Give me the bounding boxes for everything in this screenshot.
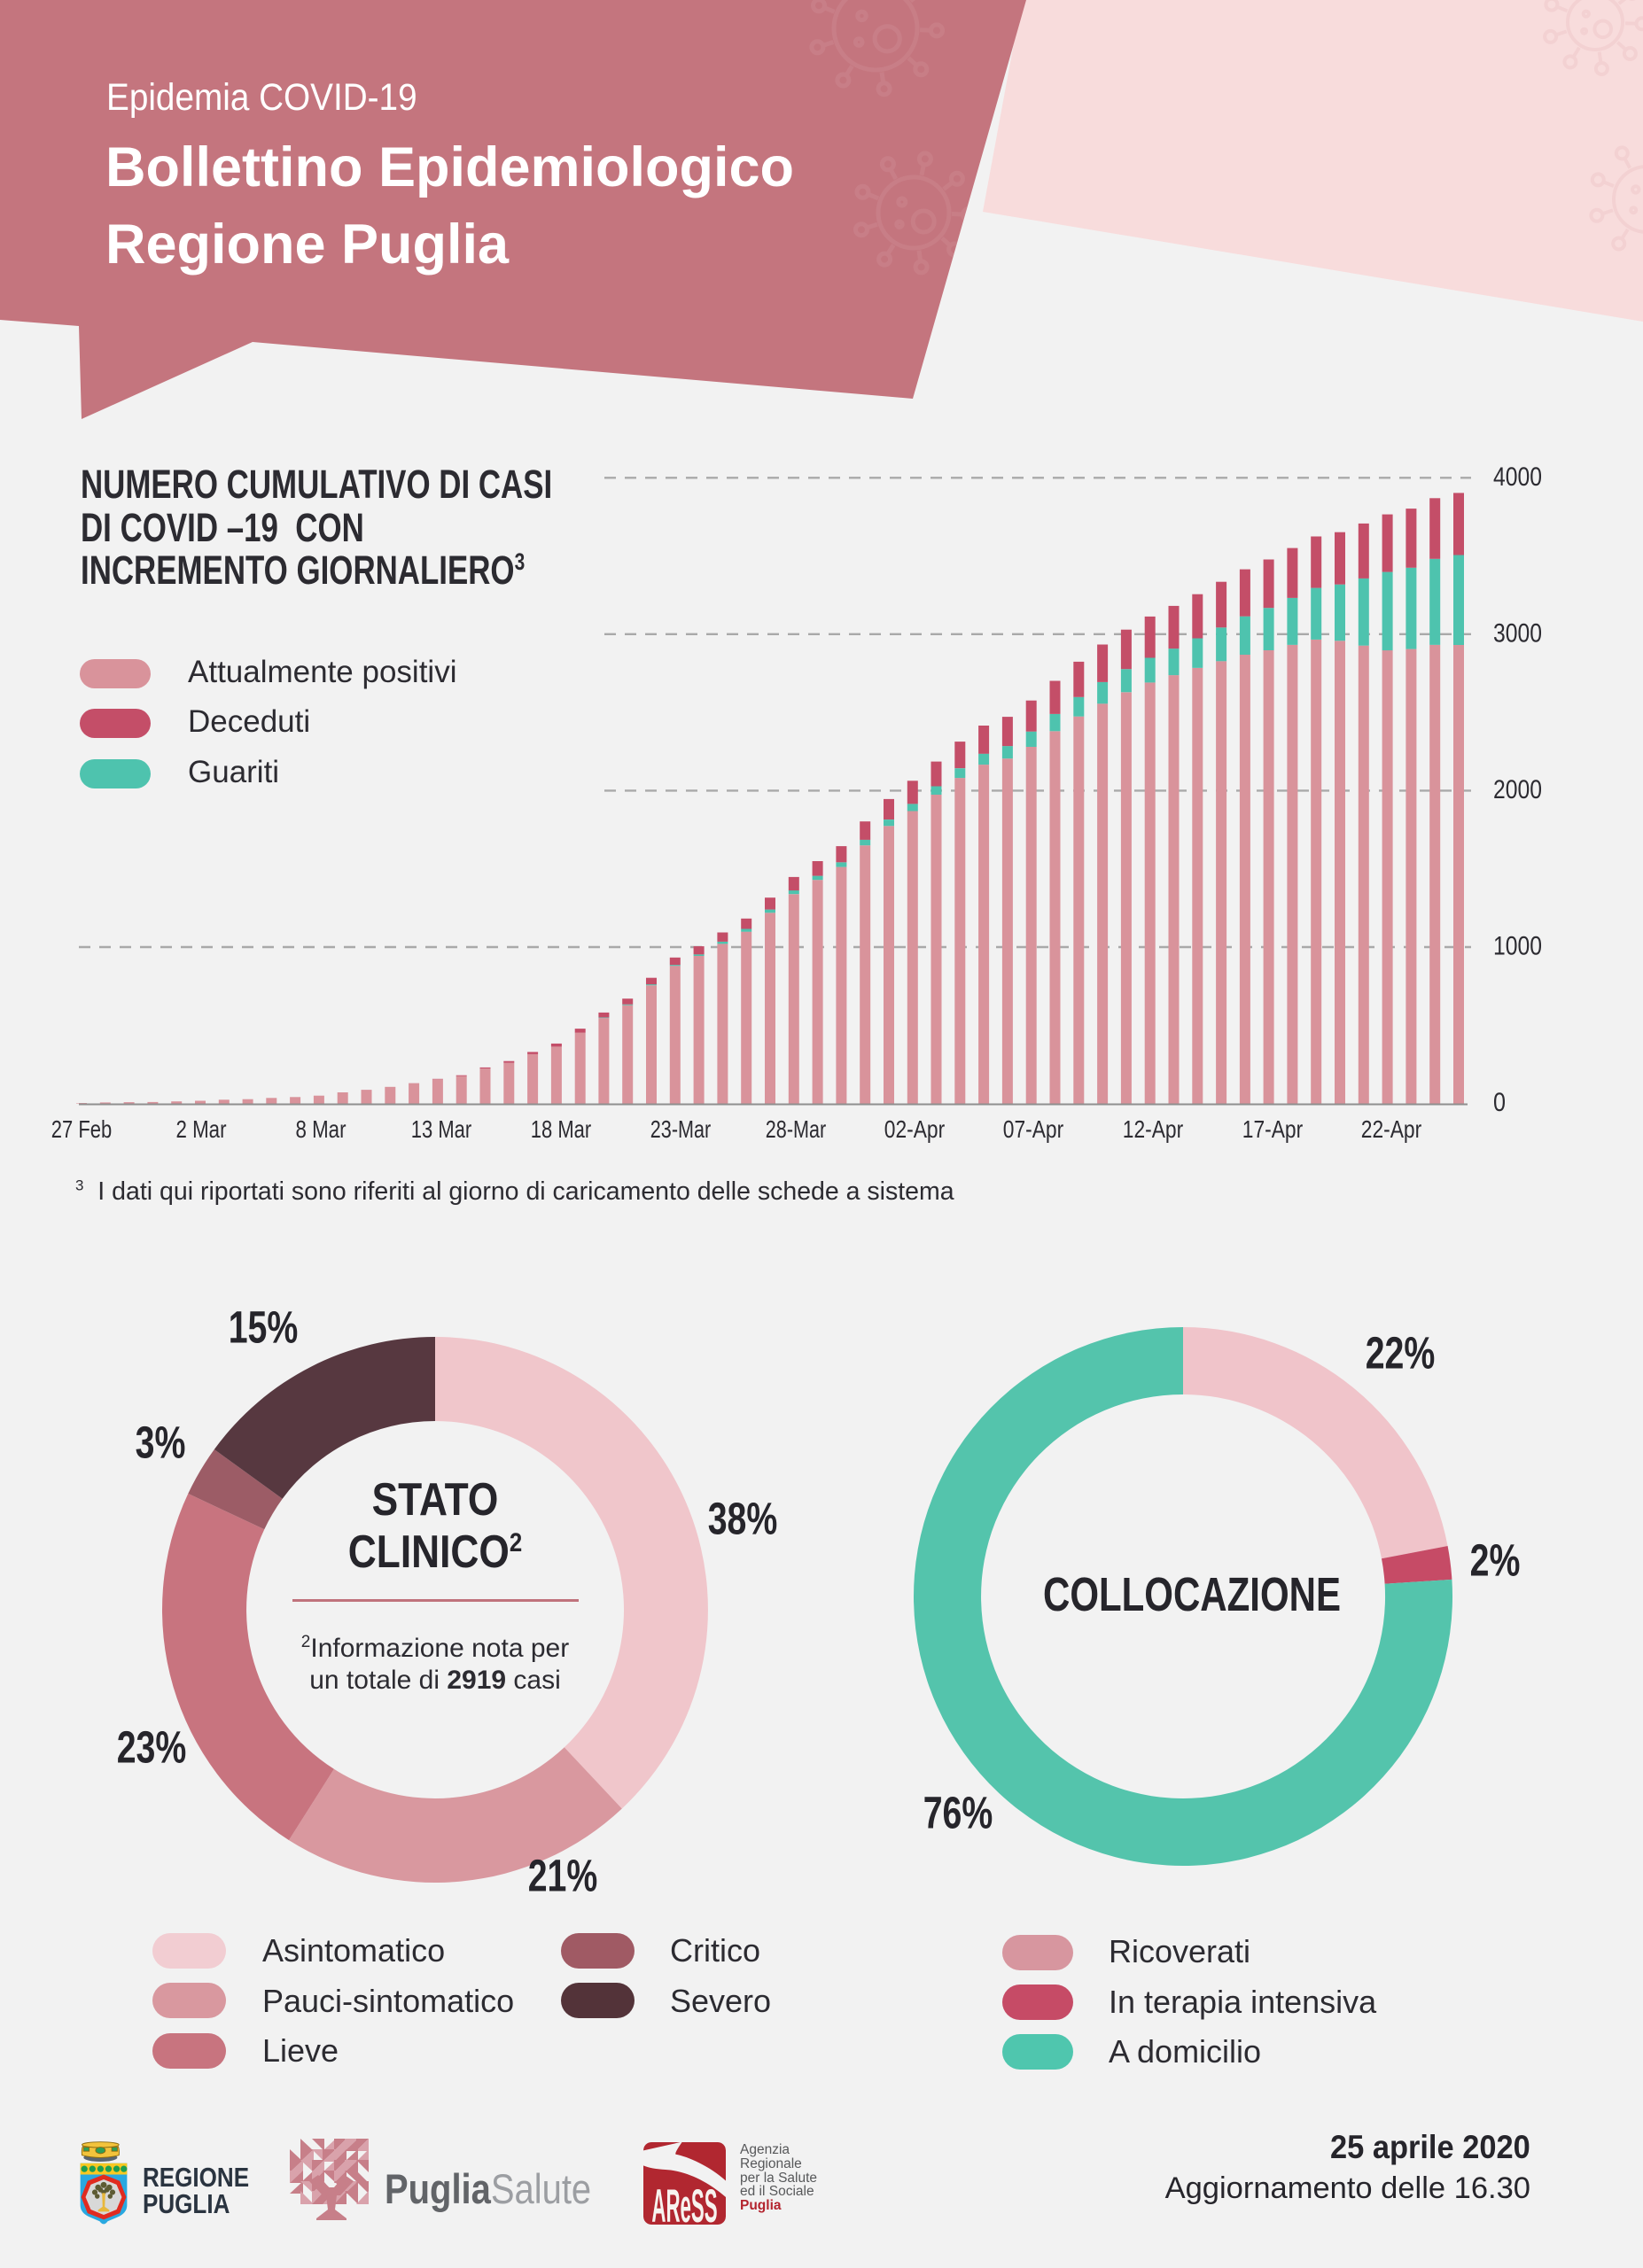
svg-text:02-Apr: 02-Apr xyxy=(884,1115,945,1143)
svg-text:28-Mar: 28-Mar xyxy=(766,1115,826,1143)
svg-text:13 Mar: 13 Mar xyxy=(411,1115,471,1143)
svg-text:23-Mar: 23-Mar xyxy=(650,1115,711,1143)
svg-text:12-Apr: 12-Apr xyxy=(1123,1115,1183,1143)
svg-text:4000: 4000 xyxy=(1493,462,1542,492)
svg-text:0: 0 xyxy=(1493,1088,1506,1117)
svg-text:22-Apr: 22-Apr xyxy=(1361,1115,1421,1143)
svg-text:3000: 3000 xyxy=(1493,618,1542,648)
svg-text:07-Apr: 07-Apr xyxy=(1003,1115,1063,1143)
svg-text:2 Mar: 2 Mar xyxy=(176,1115,227,1143)
svg-text:1000: 1000 xyxy=(1493,932,1542,961)
svg-text:17-Apr: 17-Apr xyxy=(1242,1115,1303,1143)
svg-text:18 Mar: 18 Mar xyxy=(531,1115,591,1143)
svg-text:2000: 2000 xyxy=(1493,775,1542,804)
svg-text:AReSS: AReSS xyxy=(651,2179,717,2225)
svg-text:27 Feb: 27 Feb xyxy=(51,1115,112,1143)
svg-text:8 Mar: 8 Mar xyxy=(296,1115,347,1143)
